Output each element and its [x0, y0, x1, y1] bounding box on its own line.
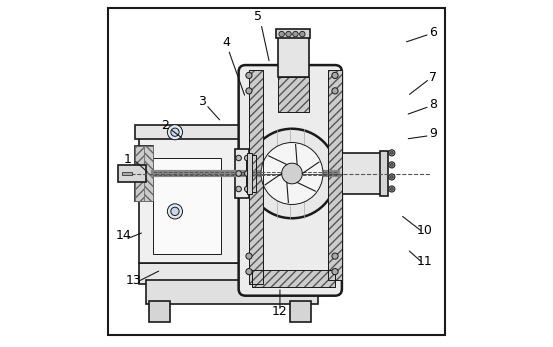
Text: 5: 5 [254, 10, 262, 23]
Circle shape [390, 152, 393, 154]
Text: 11: 11 [416, 255, 432, 268]
Text: 10: 10 [416, 224, 432, 237]
Text: 9: 9 [429, 127, 437, 141]
Circle shape [389, 174, 395, 180]
Bar [118, 165, 145, 182]
Bar [328, 70, 342, 280]
Circle shape [171, 128, 179, 136]
Bar [139, 132, 242, 263]
Circle shape [236, 171, 242, 176]
Bar [335, 153, 383, 194]
Circle shape [389, 162, 395, 168]
Circle shape [281, 163, 302, 184]
Circle shape [389, 150, 395, 156]
Circle shape [332, 72, 338, 78]
Bar [246, 154, 256, 193]
Text: 12: 12 [272, 305, 287, 318]
Bar [278, 77, 309, 111]
Circle shape [244, 186, 250, 192]
Circle shape [246, 88, 252, 94]
Circle shape [168, 204, 182, 219]
Bar [144, 146, 153, 201]
Text: 6: 6 [429, 26, 437, 39]
Circle shape [390, 188, 393, 191]
Circle shape [246, 72, 252, 78]
Circle shape [171, 207, 179, 215]
Circle shape [389, 186, 395, 192]
Bar [145, 280, 318, 304]
Circle shape [279, 31, 284, 37]
Circle shape [247, 129, 337, 218]
Text: 7: 7 [429, 71, 437, 84]
Bar [139, 263, 328, 283]
Bar [290, 301, 311, 322]
Text: 3: 3 [199, 95, 206, 108]
Bar [276, 29, 310, 37]
Bar [135, 146, 144, 201]
Circle shape [236, 186, 242, 192]
Circle shape [332, 253, 338, 259]
Bar [247, 153, 252, 194]
Text: 14: 14 [116, 229, 131, 242]
Circle shape [390, 176, 393, 178]
Circle shape [300, 31, 305, 37]
Text: 4: 4 [223, 36, 231, 49]
Bar [252, 270, 335, 287]
Text: 8: 8 [429, 98, 437, 111]
Circle shape [332, 88, 338, 94]
Circle shape [261, 143, 323, 204]
Bar [135, 146, 153, 201]
Circle shape [168, 125, 182, 140]
Circle shape [246, 269, 252, 275]
Circle shape [244, 171, 250, 176]
Circle shape [246, 253, 252, 259]
Circle shape [293, 31, 298, 37]
Circle shape [390, 163, 393, 166]
Bar [149, 301, 170, 322]
FancyBboxPatch shape [239, 65, 342, 296]
Circle shape [332, 269, 338, 275]
Bar [235, 150, 249, 197]
Circle shape [286, 31, 291, 37]
Bar [278, 32, 309, 77]
Bar [249, 70, 263, 283]
Bar [135, 125, 246, 139]
Bar [249, 70, 263, 283]
Bar [252, 270, 335, 287]
Bar [380, 151, 388, 196]
Bar [278, 77, 309, 111]
Circle shape [236, 155, 242, 161]
Text: 1: 1 [124, 153, 132, 166]
Bar [122, 172, 132, 175]
Bar [246, 154, 256, 193]
Bar [153, 158, 221, 254]
Text: 13: 13 [126, 274, 142, 287]
Bar [328, 70, 342, 280]
Circle shape [244, 155, 250, 161]
Text: 2: 2 [161, 119, 169, 132]
